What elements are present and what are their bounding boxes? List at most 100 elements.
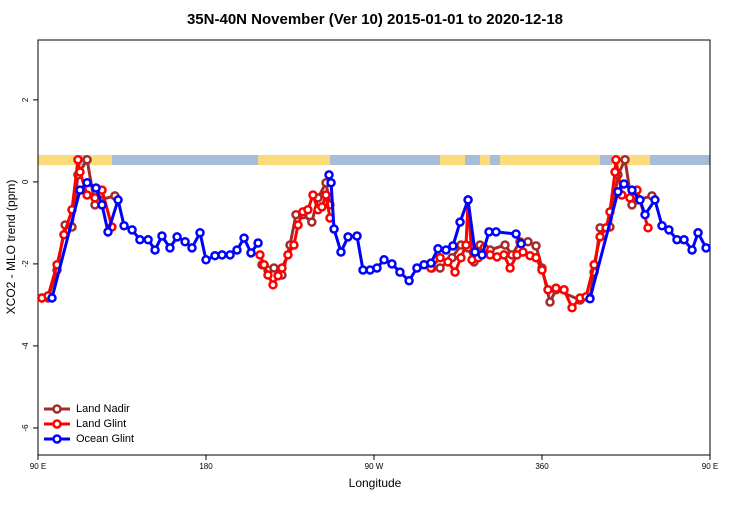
strip-land <box>500 155 600 165</box>
data-point <box>613 186 623 197</box>
data-point <box>531 241 541 251</box>
legend: Land Nadir Land Glint Ocean Glint <box>44 403 134 445</box>
data-point <box>595 232 605 242</box>
data-point <box>307 217 317 227</box>
chart-title: 35N-40N November (Ver 10) 2015-01-01 to … <box>187 11 563 28</box>
data-point <box>505 263 515 273</box>
data-point <box>329 224 339 234</box>
data-point <box>531 253 541 263</box>
y-tick-label: -6 <box>21 424 30 432</box>
strip-land <box>258 155 330 165</box>
data-point <box>543 284 553 295</box>
legend-marker <box>52 434 62 444</box>
data-point <box>225 250 235 260</box>
y-tick-label: -2 <box>21 260 30 268</box>
data-point <box>500 240 510 250</box>
data-point <box>372 263 382 273</box>
data-point <box>180 237 190 247</box>
data-point <box>461 240 471 250</box>
data-point <box>450 267 460 277</box>
data-point <box>537 265 547 275</box>
data-point <box>324 170 334 180</box>
data-point <box>82 190 92 200</box>
data-point <box>567 303 577 313</box>
data-point <box>143 234 153 245</box>
strip-ocean <box>38 155 710 165</box>
data-point <box>75 167 85 177</box>
data-point <box>611 154 621 165</box>
data-point <box>277 263 287 273</box>
data-point <box>273 271 283 281</box>
data-point <box>664 225 674 235</box>
data-point <box>187 243 197 253</box>
data-point <box>589 259 599 270</box>
data-point <box>308 190 318 200</box>
data-point <box>326 177 336 188</box>
data-point <box>255 250 265 260</box>
strip-land <box>612 155 650 165</box>
data-point <box>559 284 569 295</box>
data-point <box>246 248 256 258</box>
data-point <box>289 240 299 250</box>
data-point <box>127 225 137 235</box>
data-point <box>679 234 689 245</box>
data-point <box>303 205 313 215</box>
data-point <box>657 221 667 231</box>
data-point <box>135 234 145 245</box>
strip-land <box>440 155 465 165</box>
data-point <box>259 259 269 270</box>
data-point <box>551 283 561 293</box>
data-point <box>352 231 362 241</box>
data-point <box>113 195 123 205</box>
data-point <box>239 233 249 243</box>
legend-label: Ocean Glint <box>76 433 134 445</box>
data-point <box>511 229 521 239</box>
data-point <box>435 253 445 263</box>
legend-marker <box>52 404 62 414</box>
data-point <box>91 183 101 193</box>
data-point <box>283 250 293 260</box>
data-point <box>379 255 389 265</box>
data-point <box>441 245 451 255</box>
data-point <box>687 245 697 255</box>
data-point <box>627 185 637 195</box>
data-point <box>387 259 397 269</box>
y-tick-label: 0 <box>21 179 30 184</box>
data-point <box>693 227 703 238</box>
data-point <box>426 258 436 268</box>
data-point <box>435 263 445 273</box>
data-point <box>269 263 279 273</box>
data-point <box>620 154 630 165</box>
data-point <box>395 267 405 277</box>
data-point <box>321 190 331 200</box>
data-point <box>448 241 458 251</box>
data-point <box>412 263 422 273</box>
plot-frame <box>37 39 711 456</box>
x-tick-label: 180 <box>199 462 213 471</box>
data-point <box>518 247 528 257</box>
data-point <box>150 245 160 255</box>
data-point <box>232 245 242 255</box>
data-point <box>47 293 57 303</box>
series <box>37 154 653 313</box>
strip-land <box>480 155 490 165</box>
data-point <box>477 250 487 260</box>
data-point <box>433 243 443 254</box>
data-point <box>172 232 182 242</box>
data-point <box>73 154 83 165</box>
y-tick-label: 2 <box>21 97 30 102</box>
data-point <box>157 231 167 241</box>
data-point <box>545 297 555 307</box>
data-point <box>499 250 509 260</box>
data-point <box>463 195 473 205</box>
data-point <box>516 239 526 249</box>
data-point <box>585 294 595 304</box>
data-point <box>404 275 414 286</box>
legend-marker <box>52 419 62 429</box>
data-point <box>336 247 346 257</box>
strip-land <box>88 155 112 165</box>
data-point <box>343 232 353 242</box>
data-point <box>119 221 129 231</box>
data-point <box>217 250 227 260</box>
